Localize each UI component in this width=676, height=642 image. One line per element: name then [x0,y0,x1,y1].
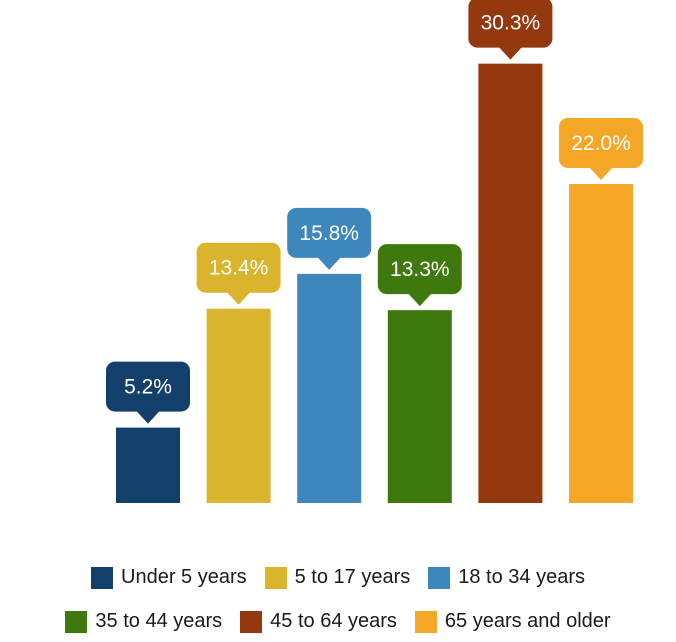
callout-pointer [589,167,613,180]
callout-pointer [498,46,523,60]
bar[interactable] [297,273,362,503]
bar[interactable] [478,63,543,504]
legend-swatch [65,610,88,633]
callout-box [559,118,643,168]
legend-label: 65 years and older [444,610,611,632]
legend-item-5-to-17[interactable]: 5 to 17 years [264,566,411,589]
data-label-callout: 13.4% [196,242,281,305]
data-label: 30.3% [481,12,541,35]
legend-label: 35 to 44 years [95,610,223,632]
bars-layer [116,63,633,504]
data-label-callout: 15.8% [287,207,372,270]
legend-item-18-to-34[interactable]: 18 to 34 years [428,566,585,589]
legend-row-2: 35 to 44 years 45 to 64 years 65 years a… [0,610,676,633]
data-label: 22.0% [571,132,631,155]
bar[interactable] [569,184,633,503]
bar[interactable] [116,427,180,503]
callout-pointer [317,256,342,270]
callout-box [377,244,462,295]
data-label-callout: 5.2% [106,361,190,424]
data-label-callout: 13.3% [377,244,462,307]
legend-label: 5 to 17 years [294,566,411,588]
legend-item-45-to-64[interactable]: 45 to 64 years [240,610,397,633]
data-label-callout: 22.0% [559,118,643,180]
callout-pointer [226,291,251,305]
legend-label: Under 5 years [121,566,247,588]
legend-row-1: Under 5 years 5 to 17 years 18 to 34 yea… [0,566,676,589]
data-label-callout: 30.3% [468,0,553,60]
callout-pointer [136,410,160,424]
legend-swatch [91,566,113,589]
legend-swatch [240,610,263,633]
legend-item-35-to-44[interactable]: 35 to 44 years [65,610,222,633]
callouts-layer: 5.2% 13.4% 15.8% 13.3% 30.3% 22.0% [106,0,643,424]
legend-label: 18 to 34 years [458,566,585,588]
callout-box [468,0,553,48]
data-label: 15.8% [299,222,359,245]
legend-swatch [428,566,451,589]
legend-label: 45 to 64 years [270,610,397,632]
legend-item-under-5[interactable]: Under 5 years [91,566,247,589]
bar[interactable] [387,310,452,503]
data-label: 13.3% [390,258,450,281]
callout-pointer [407,293,432,307]
callout-box [196,242,281,293]
legend-swatch [414,610,437,633]
legend-item-65-and-older[interactable]: 65 years and older [414,610,611,633]
bar[interactable] [206,308,271,503]
data-label: 13.4% [209,257,269,280]
callout-box [287,207,372,258]
legend-swatch [264,566,287,589]
data-label: 5.2% [124,376,172,399]
callout-box [106,361,190,412]
